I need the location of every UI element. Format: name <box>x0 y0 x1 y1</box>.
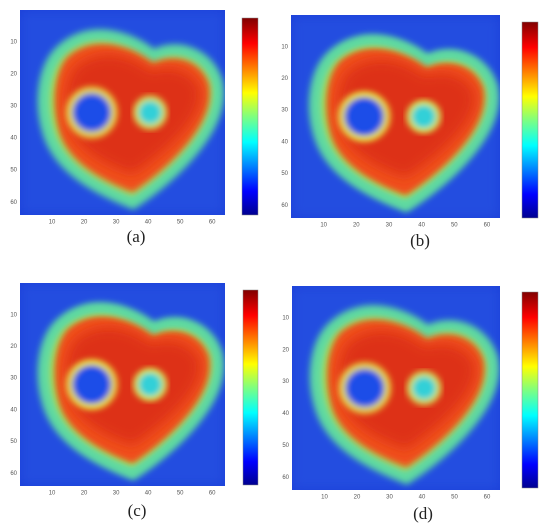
colorbar <box>242 18 258 215</box>
x-tick-label: 30 <box>386 495 393 501</box>
x-tick-label: 50 <box>451 495 458 501</box>
panel-label: (b) <box>410 231 430 250</box>
heatmap <box>292 286 500 490</box>
x-tick-label: 30 <box>113 220 120 226</box>
y-tick-label: 10 <box>281 44 288 50</box>
x-tick-label: 10 <box>320 223 327 229</box>
y-tick-label: 50 <box>281 171 288 177</box>
y-tick-label: 10 <box>10 312 17 318</box>
x-tick-label: 40 <box>145 220 152 226</box>
y-tick-label: 20 <box>281 76 288 82</box>
x-tick-label: 40 <box>419 495 426 501</box>
heatmap <box>20 10 225 215</box>
y-tick-label: 40 <box>10 407 17 413</box>
x-tick-label: 20 <box>354 495 361 501</box>
x-tick-label: 10 <box>49 220 56 226</box>
heatmap <box>291 15 500 218</box>
y-tick-label: 30 <box>282 379 289 385</box>
y-tick-label: 20 <box>282 347 289 353</box>
colorbar <box>522 22 538 218</box>
panel-label: (d) <box>413 504 433 523</box>
x-tick-label: 50 <box>451 223 458 229</box>
figure: (a) 10 20 30 40 50 60 10 20 30 40 50 60 (b) 10 20 30 40 50… <box>0 0 554 525</box>
y-tick-label: 30 <box>281 108 288 114</box>
panel-b <box>291 15 500 218</box>
x-tick-label: 30 <box>113 491 120 497</box>
panel-a <box>20 10 225 215</box>
heatmap <box>20 283 225 486</box>
x-tick-label: 20 <box>353 223 360 229</box>
panel-label: (a) <box>127 227 146 246</box>
y-tick-label: 10 <box>10 40 17 46</box>
x-tick-label: 60 <box>484 495 491 501</box>
y-tick-label: 50 <box>10 439 17 445</box>
x-tick-label: 50 <box>177 491 184 497</box>
y-tick-label: 60 <box>282 475 289 481</box>
x-tick-label: 40 <box>145 491 152 497</box>
y-tick-label: 50 <box>10 168 17 174</box>
y-tick-label: 40 <box>282 411 289 417</box>
colorbar <box>522 292 538 488</box>
y-tick-label: 30 <box>10 376 17 382</box>
x-tick-label: 20 <box>81 220 88 226</box>
y-tick-label: 30 <box>10 104 17 110</box>
panel-label: (c) <box>128 501 147 520</box>
x-tick-label: 60 <box>484 223 491 229</box>
x-tick-label: 10 <box>49 491 56 497</box>
x-tick-label: 60 <box>209 220 216 226</box>
y-tick-label: 50 <box>282 443 289 449</box>
y-tick-label: 10 <box>282 315 289 321</box>
x-tick-label: 30 <box>386 223 393 229</box>
y-tick-label: 60 <box>281 203 288 209</box>
panel-d <box>292 286 500 490</box>
y-tick-label: 60 <box>10 200 17 206</box>
x-tick-label: 40 <box>418 223 425 229</box>
y-tick-label: 40 <box>281 139 288 145</box>
x-tick-label: 50 <box>177 220 184 226</box>
colorbar <box>243 290 258 485</box>
y-tick-label: 20 <box>10 72 17 78</box>
x-tick-label: 20 <box>81 491 88 497</box>
x-tick-label: 10 <box>321 495 328 501</box>
y-tick-label: 20 <box>10 344 17 350</box>
panel-c <box>20 283 225 486</box>
y-tick-label: 40 <box>10 136 17 142</box>
x-tick-label: 60 <box>209 491 216 497</box>
y-tick-label: 60 <box>10 471 17 477</box>
